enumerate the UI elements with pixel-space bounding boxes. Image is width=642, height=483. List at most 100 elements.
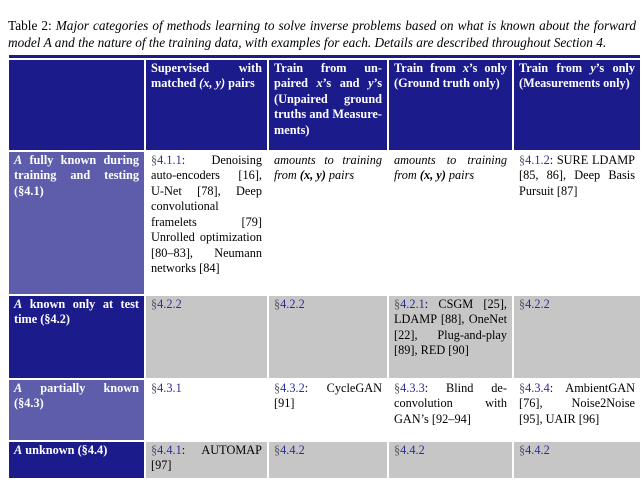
text-segment: ’s (Unpaired ground truths and Measure­m… — [274, 76, 383, 137]
table-row-known-test-time: A known only at test time (§4.2) §4.2.2 … — [9, 294, 640, 380]
text-segment: A — [14, 443, 23, 457]
text-segment: ’s only (Measure­ments only) — [519, 61, 635, 91]
cell-test-time-x-only: §4.2.1: CSGM [25], LDAMP [88], OneNet [2… — [387, 294, 514, 380]
row-header-known-test-time: A known only at test time (§4.2) — [9, 294, 146, 380]
methods-table: Supervised with matched (x, y) pairs Tra… — [9, 60, 640, 478]
cell-fully-known-y-only: §4.1.2: SURE LDAMP [85, 86], Deep Basis … — [512, 150, 640, 296]
table-row-unknown: A unknown (§4.4) §4.4.1: AUTOMAP [97] §4… — [9, 440, 640, 478]
text-segment: ’s and — [322, 76, 369, 91]
cell-fully-known-x-only: amounts to training from (x, y) pairs — [387, 150, 514, 296]
section-ref-link[interactable]: 4.4.2 — [280, 443, 305, 457]
text-segment: x — [462, 61, 470, 75]
text-segment: (x, y) — [419, 168, 446, 183]
cell-unknown-y-only: §4.4.2 — [512, 440, 640, 478]
table-row-fully-known: A fully known during training and testin… — [9, 150, 640, 296]
text-segment: Major categories of methods learning to … — [8, 18, 636, 51]
cell-unknown-x-only: §4.4.2 — [387, 440, 514, 478]
text-segment: pairs — [325, 168, 355, 183]
text-segment: pairs — [225, 76, 255, 91]
text-segment: : CSGM [25], LDAMP [88], OneNet [22], Pl… — [394, 297, 507, 358]
text-segment: : Denoising auto-encoders [16], U-Net [7… — [151, 153, 262, 276]
text-segment: (x, y) — [299, 168, 326, 183]
cell-fully-known-unpaired: amounts to training from (x, y) pairs — [267, 150, 389, 296]
row-header-partially-known: A partially known (§4.3) — [9, 378, 146, 442]
text-segment: fully known during training and testing … — [14, 153, 139, 198]
cell-partial-unpaired: §4.3.2: CycleGAN [91] — [267, 378, 389, 442]
text-segment: § — [394, 381, 401, 395]
cell-unknown-supervised: §4.4.1: AUTOMAP [97] — [144, 440, 269, 478]
column-header-x-only: Train from x’s only (Ground truth only) — [387, 60, 514, 152]
cell-partial-x-only: §4.3.3: Blind de­convolution with GAN’s … — [387, 378, 514, 442]
text-segment: unknown (§4.4) — [22, 443, 108, 457]
text-segment: and the nature of the training data, wit… — [51, 35, 607, 51]
cell-test-time-y-only: §4.2.2 — [512, 294, 640, 380]
text-segment: y — [368, 76, 374, 91]
text-segment: Supervised with matched — [151, 61, 262, 91]
text-segment: Train from — [394, 61, 463, 75]
text-segment: § — [519, 153, 526, 167]
section-ref-link[interactable]: 4.3.1 — [157, 381, 182, 395]
text-segment: § — [394, 297, 401, 311]
text-segment: § — [274, 381, 281, 395]
column-header-y-only: Train from y’s only (Measure­ments only) — [512, 60, 640, 152]
cell-fully-known-supervised: §4.1.1: Denoising auto-encoders [16], U-… — [144, 150, 269, 296]
section-ref-link[interactable]: 4.2.2 — [157, 297, 182, 311]
text-segment: pairs — [445, 168, 475, 183]
text-segment: known only at test time (§4.2) — [14, 297, 139, 327]
text-segment: : Blind de­convolution with GAN’s [92–94… — [394, 381, 507, 426]
table-caption: Table 2: Major categories of methods lea… — [8, 18, 636, 52]
text-segment: amounts to training from — [394, 153, 507, 183]
text-segment: § — [274, 443, 281, 457]
section-ref-link[interactable]: 4.2.1 — [400, 297, 425, 311]
column-header-supervised: Supervised with matched (x, y) pairs — [144, 60, 269, 152]
table-row-partially-known: A partially known (§4.3) §4.3.1 §4.3.2: … — [9, 378, 640, 442]
text-segment: Table 2: — [8, 18, 56, 34]
row-header-fully-known: A fully known during training and testin… — [9, 150, 146, 296]
section-ref-link[interactable]: 4.2.2 — [525, 297, 550, 311]
section-ref-link[interactable]: 4.3.2 — [280, 381, 305, 395]
text-segment: § — [519, 443, 526, 457]
text-segment: amounts to training from — [274, 153, 382, 183]
cell-test-time-unpaired: §4.2.2 — [267, 294, 389, 380]
corner-cell — [9, 60, 146, 152]
text-segment: § — [519, 297, 526, 311]
header-row: Supervised with matched (x, y) pairs Tra… — [9, 60, 640, 152]
cell-unknown-unpaired: §4.4.2 — [267, 440, 389, 478]
section-ref-link[interactable]: 4.2.2 — [280, 297, 305, 311]
text-segment: A — [43, 35, 52, 51]
text-segment: A — [14, 153, 23, 167]
text-segment: : AUTOMAP [97] — [151, 443, 262, 473]
cell-test-time-supervised: §4.2.2 — [144, 294, 269, 380]
section-ref-link[interactable]: 4.4.1 — [157, 443, 182, 457]
text-segment: § — [151, 443, 158, 457]
text-segment: § — [151, 153, 158, 167]
text-segment: Train from — [519, 61, 591, 75]
text-segment: § — [151, 297, 158, 311]
table-top-rule — [9, 55, 640, 58]
text-segment: A — [14, 297, 23, 311]
text-segment: § — [151, 381, 158, 395]
text-segment: A — [14, 381, 23, 395]
text-segment: y — [590, 61, 596, 75]
section-ref-link[interactable]: 4.1.1 — [157, 153, 182, 167]
text-segment: : Ambi­entGAN [76], Noise2Noise [95], UA… — [519, 381, 635, 426]
cell-partial-y-only: §4.3.4: Ambi­entGAN [76], Noise2Noise [9… — [512, 378, 640, 442]
section-ref-link[interactable]: 4.3.4 — [525, 381, 550, 395]
row-header-unknown: A unknown (§4.4) — [9, 440, 146, 478]
text-segment: x — [316, 76, 323, 91]
column-header-unpaired: Train from un­paired x’s and y’s (Unpair… — [267, 60, 389, 152]
cell-partial-supervised: §4.3.1 — [144, 378, 269, 442]
text-segment: ’s only (Ground truth only) — [394, 61, 507, 91]
section-ref-link[interactable]: 4.4.2 — [525, 443, 550, 457]
text-segment: § — [519, 381, 526, 395]
text-segment: Train from un­paired — [274, 61, 382, 91]
section-ref-link[interactable]: 4.1.2 — [525, 153, 550, 167]
text-segment: partially known (§4.3) — [14, 381, 139, 411]
text-segment: : CycleGAN [91] — [274, 381, 382, 411]
text-segment: (x, y) — [199, 76, 226, 91]
text-segment: : SURE LDAMP [85, 86], Deep Basis Pur­su… — [519, 153, 635, 198]
section-ref-link[interactable]: 4.4.2 — [400, 443, 425, 457]
text-segment: § — [394, 443, 401, 457]
section-ref-link[interactable]: 4.3.3 — [400, 381, 425, 395]
